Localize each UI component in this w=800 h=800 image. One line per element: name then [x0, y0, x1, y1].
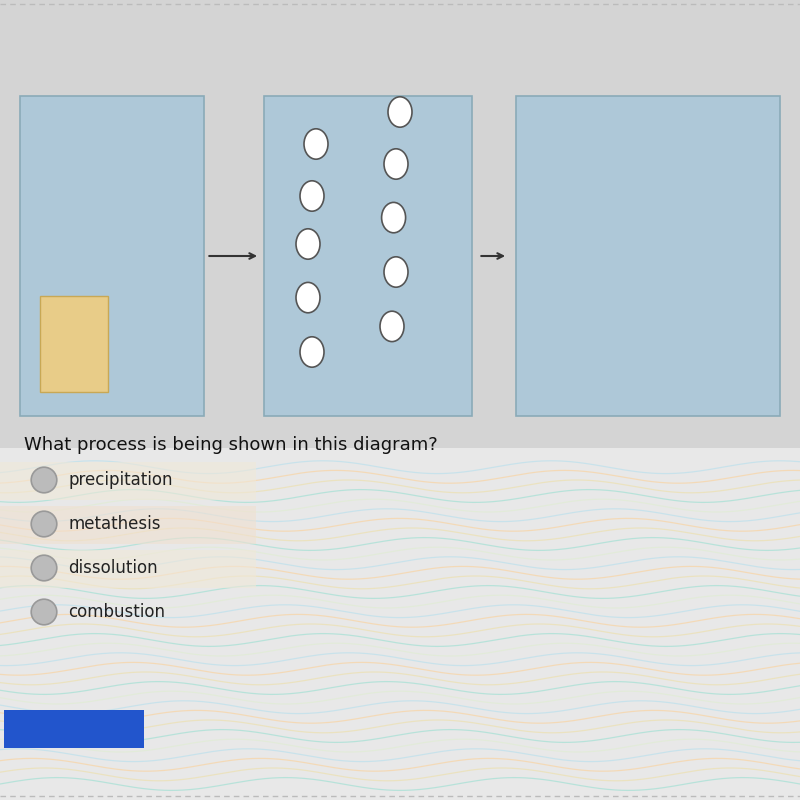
Ellipse shape: [304, 129, 328, 159]
Ellipse shape: [300, 181, 324, 211]
Bar: [264, 96, 472, 416]
Bar: [0, 462, 256, 500]
Text: precipitation: precipitation: [68, 471, 173, 489]
Bar: [0, 506, 256, 544]
Ellipse shape: [296, 229, 320, 259]
Circle shape: [31, 599, 57, 625]
Bar: [40, 296, 108, 392]
Text: Previous: Previous: [37, 722, 111, 736]
Text: metathesis: metathesis: [68, 515, 161, 533]
Ellipse shape: [296, 282, 320, 313]
Text: What process is being shown in this diagram?: What process is being shown in this diag…: [24, 436, 438, 454]
Bar: [0, 550, 256, 588]
Circle shape: [31, 467, 57, 493]
Text: dissolution: dissolution: [68, 559, 158, 577]
Bar: [4, 710, 144, 748]
Ellipse shape: [382, 202, 406, 233]
Circle shape: [31, 555, 57, 581]
Bar: [20, 96, 204, 416]
Bar: [516, 96, 780, 416]
Ellipse shape: [380, 311, 404, 342]
Ellipse shape: [384, 257, 408, 287]
Ellipse shape: [300, 337, 324, 367]
Ellipse shape: [388, 97, 412, 127]
Bar: [0, 0, 800, 448]
Ellipse shape: [384, 149, 408, 179]
Text: combustion: combustion: [68, 603, 165, 621]
Circle shape: [31, 511, 57, 537]
